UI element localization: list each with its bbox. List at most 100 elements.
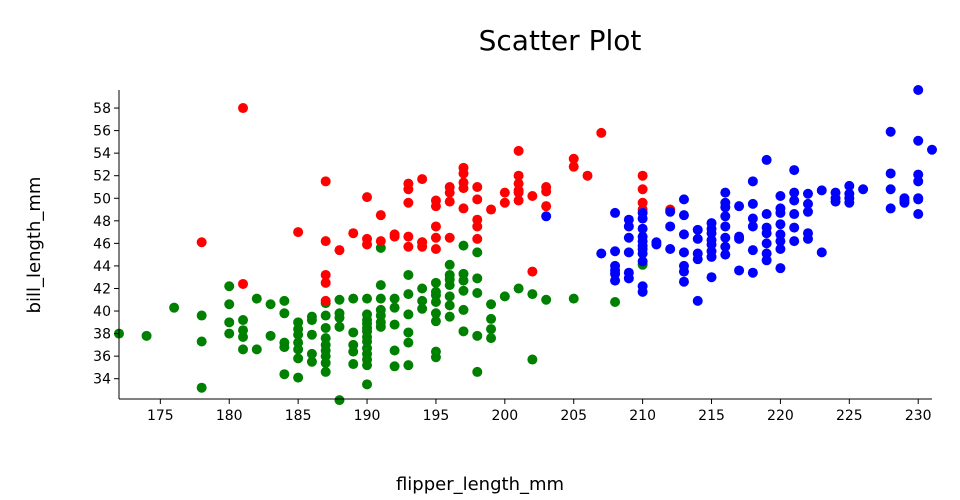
x-axis: 175 180 185 190 195 200 205 210 215 220 225 230 — [119, 398, 932, 424]
data-point — [623, 221, 634, 232]
data-point — [458, 304, 469, 315]
data-point — [320, 176, 331, 187]
series-0 — [114, 237, 648, 406]
data-point — [802, 233, 813, 244]
data-point — [789, 195, 800, 206]
x-tick-label: 180 — [216, 408, 243, 424]
data-point — [596, 127, 607, 138]
data-point — [775, 263, 786, 274]
data-point — [238, 103, 249, 114]
data-point — [320, 295, 331, 306]
data-point — [279, 342, 290, 353]
data-point — [348, 359, 359, 370]
data-point — [430, 277, 441, 288]
data-point — [720, 202, 731, 213]
data-point — [775, 219, 786, 230]
x-tick-label: 185 — [285, 408, 312, 424]
data-point — [899, 195, 910, 206]
data-point — [375, 293, 386, 304]
data-point — [637, 184, 648, 195]
data-point — [389, 302, 400, 313]
data-point — [678, 276, 689, 287]
data-point — [789, 222, 800, 233]
data-point — [293, 344, 304, 355]
data-point — [637, 248, 648, 259]
data-point — [389, 361, 400, 372]
data-point — [637, 213, 648, 224]
data-point — [692, 295, 703, 306]
data-point — [844, 180, 855, 191]
data-point — [775, 207, 786, 218]
data-point — [458, 326, 469, 337]
x-tick-label: 195 — [423, 408, 450, 424]
data-point — [789, 165, 800, 176]
data-point — [913, 176, 924, 187]
data-point — [375, 280, 386, 291]
data-point — [430, 244, 441, 255]
data-point — [224, 328, 235, 339]
data-point — [761, 228, 772, 239]
x-tick-label: 215 — [698, 408, 725, 424]
data-point — [417, 174, 428, 185]
series-1 — [196, 103, 676, 306]
data-point — [858, 184, 869, 195]
y-tick-label: 52 — [93, 169, 111, 185]
data-point — [568, 293, 579, 304]
data-point — [582, 170, 593, 181]
data-point — [720, 211, 731, 222]
data-point — [306, 329, 317, 340]
data-point — [472, 221, 483, 232]
data-point — [293, 329, 304, 340]
data-point — [362, 239, 373, 250]
data-point — [913, 85, 924, 95]
data-point — [789, 236, 800, 247]
data-point — [692, 233, 703, 244]
data-point — [678, 229, 689, 240]
data-point — [651, 237, 662, 248]
data-point — [623, 247, 634, 258]
data-point — [251, 293, 262, 304]
data-point — [541, 211, 552, 222]
data-point — [279, 308, 290, 319]
data-point — [692, 254, 703, 265]
y-tick-label: 50 — [93, 191, 111, 207]
data-point — [196, 237, 207, 248]
data-point — [265, 299, 276, 310]
data-point — [789, 187, 800, 198]
data-point — [761, 154, 772, 165]
data-point — [389, 345, 400, 356]
data-point — [761, 209, 772, 220]
data-point — [747, 198, 758, 209]
data-point — [348, 293, 359, 304]
data-point — [430, 316, 441, 327]
data-point — [444, 291, 455, 302]
data-point — [279, 369, 290, 380]
data-point — [734, 265, 745, 276]
data-point — [430, 297, 441, 308]
data-point — [665, 244, 676, 255]
data-point — [486, 204, 497, 215]
y-tick-label: 48 — [93, 214, 111, 230]
data-point — [541, 294, 552, 305]
data-point — [444, 280, 455, 291]
data-point — [747, 176, 758, 187]
data-point — [610, 297, 621, 308]
data-point — [747, 213, 758, 224]
data-point — [513, 187, 524, 198]
data-point — [527, 266, 538, 277]
data-point — [472, 273, 483, 284]
data-point — [375, 321, 386, 332]
data-point — [375, 236, 386, 247]
data-point — [444, 259, 455, 270]
data-point — [472, 287, 483, 298]
data-point — [238, 278, 249, 289]
data-point — [306, 348, 317, 359]
data-point — [389, 293, 400, 304]
data-point — [389, 231, 400, 242]
data-point — [306, 315, 317, 326]
x-tick-label: 220 — [767, 408, 794, 424]
data-point — [444, 300, 455, 311]
data-point — [430, 308, 441, 319]
data-point — [568, 161, 579, 172]
y-tick-label: 44 — [93, 259, 111, 275]
